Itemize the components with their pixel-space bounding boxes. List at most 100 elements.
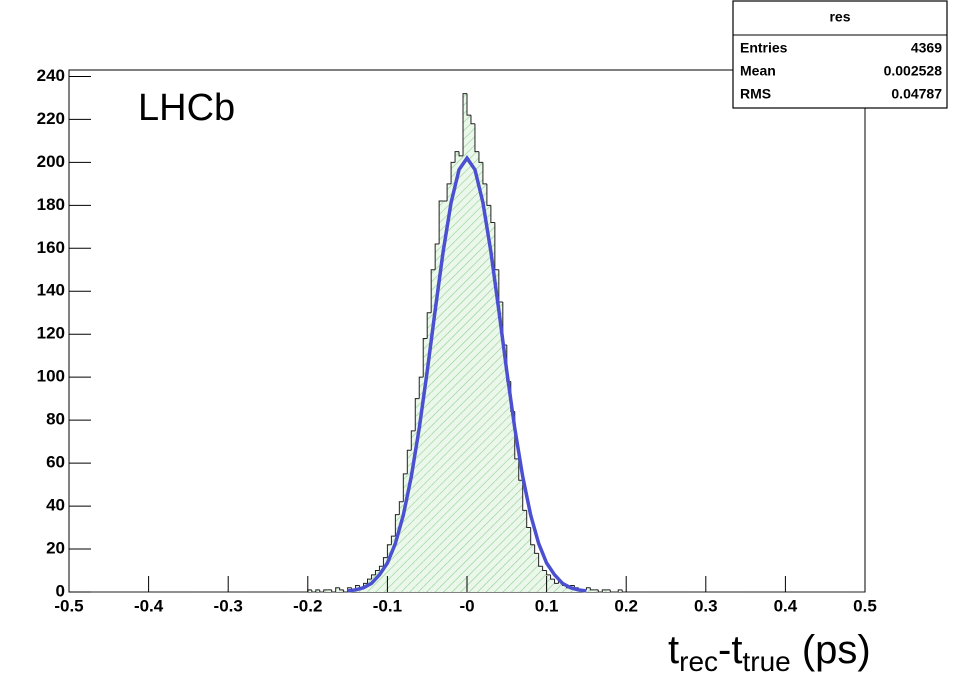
histogram-bar — [562, 585, 567, 592]
histogram-outline — [554, 579, 559, 584]
histogram-bar — [391, 536, 396, 592]
x-tick-label: -0.3 — [214, 596, 243, 615]
histogram-outline — [458, 151, 464, 157]
histogram-bar — [498, 302, 503, 592]
histogram-outline — [550, 574, 555, 580]
histogram-outline — [490, 205, 495, 224]
histogram-bar — [482, 183, 487, 592]
histogram-bar — [470, 123, 475, 592]
x-tick-label: 0.1 — [535, 596, 559, 615]
histogram-bar — [463, 93, 467, 592]
histogram-outline — [335, 587, 340, 592]
y-tick-label: 60 — [46, 453, 65, 472]
histogram-bar — [474, 151, 479, 592]
histogram-bar — [419, 377, 424, 592]
histogram-bar — [315, 589, 320, 592]
histogram-outline — [343, 589, 348, 593]
histogram-bar — [455, 151, 460, 592]
histogram-bar — [399, 501, 404, 592]
histogram-bar — [395, 514, 400, 592]
x-tick-label: -0.1 — [373, 596, 402, 615]
histogram-outline — [617, 589, 623, 592]
histogram-bar — [526, 527, 531, 592]
histogram-bar — [407, 450, 412, 592]
histogram-outline — [367, 578, 372, 584]
histogram-outline — [438, 200, 444, 244]
histogram-outline — [526, 510, 531, 529]
stats-value: 4369 — [911, 40, 942, 56]
histogram-outline — [315, 589, 320, 592]
y-tick-label: 0 — [56, 581, 65, 600]
histogram-bar — [431, 269, 436, 592]
histogram-bar — [339, 589, 344, 592]
stats-box: res Entries 4369 Mean 0.002528 RMS 0.04787 — [732, 0, 948, 109]
histogram-bar — [379, 566, 384, 592]
histogram-bar — [443, 201, 448, 592]
histogram-bar — [335, 587, 340, 592]
y-tick-label: 180 — [37, 195, 65, 214]
histogram-outline — [390, 535, 396, 545]
histogram-bar — [506, 381, 511, 592]
histogram-outline — [331, 589, 336, 593]
histogram-outline — [609, 589, 615, 593]
histogram-bar — [558, 581, 563, 592]
x-tick-label: -0 — [459, 596, 474, 615]
histogram-bar — [566, 587, 571, 592]
y-tick-label: 200 — [37, 152, 65, 171]
histogram-outline — [386, 544, 392, 558]
histogram-bar — [510, 411, 515, 592]
histogram-bar — [518, 480, 523, 592]
histogram-outline — [601, 589, 607, 592]
histogram-outline — [466, 93, 471, 116]
histogram-bar — [538, 566, 543, 592]
histogram-bar — [375, 570, 380, 592]
histogram-outline — [454, 151, 460, 163]
histogram-outline — [319, 589, 324, 593]
histogram-bar — [415, 398, 420, 592]
histogram-bar — [451, 162, 456, 593]
histogram-bar — [606, 589, 611, 592]
y-tick-label: 80 — [46, 410, 65, 429]
y-tick-label: 160 — [37, 238, 65, 257]
histogram-bar — [411, 430, 416, 592]
histogram-bar — [490, 222, 495, 592]
stats-key: Mean — [740, 63, 776, 79]
histogram-bar — [546, 574, 551, 592]
histogram-outline — [374, 570, 380, 575]
stats-title: res — [829, 9, 850, 25]
x-tick-label: -0.4 — [134, 596, 164, 615]
histogram-outline — [597, 589, 603, 593]
histogram-outline — [378, 565, 384, 571]
y-tick-label: 240 — [37, 66, 65, 85]
histogram-outline — [450, 161, 456, 184]
histogram-bar — [550, 579, 555, 592]
x-label-part: (ps) — [791, 628, 871, 672]
histogram-bar — [494, 269, 499, 592]
histogram-bar — [522, 510, 527, 592]
histogram-outline — [311, 589, 316, 593]
histogram-outline — [339, 587, 344, 591]
y-tick-label: 140 — [37, 281, 65, 300]
histogram-outline — [546, 570, 551, 576]
histogram-outline — [323, 589, 328, 592]
x-axis-label: trec-ttrue (ps) — [668, 628, 871, 678]
histogram-outline — [414, 398, 420, 431]
histogram-outline — [530, 527, 535, 546]
histogram-outline — [478, 151, 483, 163]
histogram-bar — [530, 544, 535, 592]
histogram-outline — [426, 312, 432, 339]
histogram-bar — [586, 587, 591, 592]
histogram-outline — [534, 544, 539, 554]
histogram-outline — [370, 574, 376, 580]
stats-frame — [732, 0, 948, 109]
histogram-bar — [403, 473, 408, 592]
histogram-outline — [538, 553, 543, 567]
y-tick-label: 20 — [46, 539, 65, 558]
histogram-bar — [435, 244, 440, 592]
histogram-bar — [554, 583, 559, 592]
histogram-outline — [486, 183, 491, 206]
histogram-bar — [427, 312, 432, 592]
histogram-bar — [514, 458, 519, 592]
histogram-bar — [423, 338, 428, 592]
